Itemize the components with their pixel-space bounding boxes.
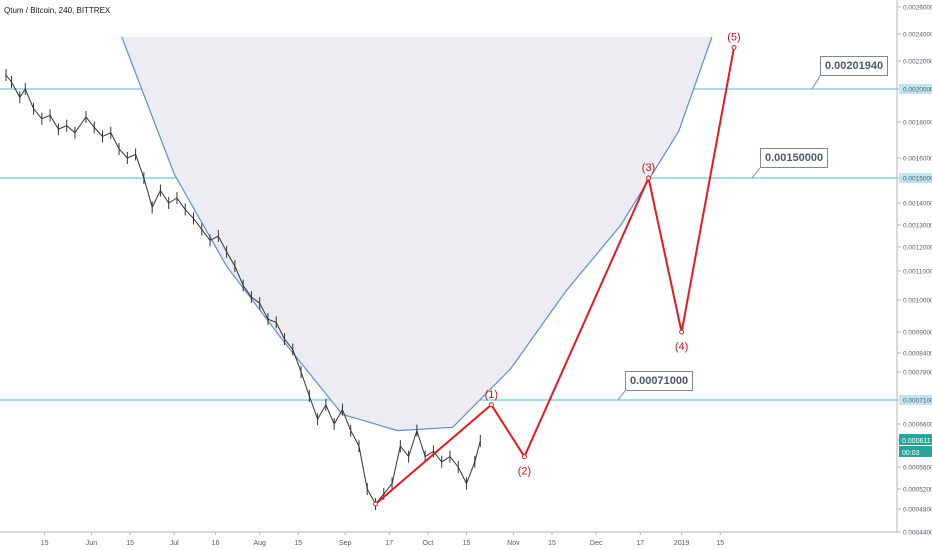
wave-point[interactable]	[373, 501, 379, 507]
x-tick-label: 15	[548, 540, 556, 547]
callout-pointer	[617, 390, 626, 401]
wave-point[interactable]	[731, 45, 737, 50]
wave-label: (4)	[675, 341, 688, 353]
y-tick-label: 0.00048000	[903, 507, 932, 514]
wave-projection-line[interactable]	[374, 47, 735, 505]
x-tick-label: 17	[385, 540, 393, 547]
wave-point[interactable]	[521, 454, 527, 460]
y-tick-label: 0.00200000	[903, 87, 932, 94]
x-tick-label: 15	[126, 540, 134, 547]
y-tick-label: 0.00044000	[903, 530, 932, 537]
level-callout-middle[interactable]: 0.00150000	[760, 148, 829, 168]
y-tick-label: 0.00052000	[903, 487, 932, 494]
wave-label: (1)	[485, 389, 498, 401]
y-tick-label: 0.00090000	[903, 330, 932, 337]
x-tick-label: Sep	[339, 540, 352, 547]
y-tick-label: 0.00100000	[903, 298, 932, 305]
y-tick-label: 0.00066000	[903, 422, 932, 429]
y-tick-label: 0.00130000	[903, 223, 932, 230]
price-series-line	[5, 74, 481, 505]
countdown-label: 00:03	[902, 450, 920, 457]
wave-label: (5)	[727, 32, 740, 44]
x-tick-label: 16	[212, 540, 220, 547]
x-tick-label: 15	[41, 540, 49, 547]
level-price-badge	[899, 395, 932, 405]
y-tick-label: 0.00084000	[903, 351, 932, 358]
y-tick-label: 0.00260000	[903, 5, 932, 12]
y-tick-label: 0.00150000	[903, 176, 932, 183]
y-tick-label: 0.00140000	[903, 201, 932, 208]
cup-fill	[121, 37, 712, 431]
level-callout-lower[interactable]: 0.00071000	[625, 371, 694, 391]
x-tick-label: 17	[636, 540, 644, 547]
y-tick-label: 0.00078000	[903, 370, 932, 377]
callout-pointer	[751, 167, 761, 179]
y-tick-label: 0.00240000	[903, 32, 932, 39]
y-tick-label: 0.00180000	[903, 120, 932, 127]
x-tick-label: 15	[716, 540, 724, 547]
level-price-badge	[899, 84, 932, 94]
y-tick-label: 0.00056000	[903, 465, 932, 472]
current-price-label: 0.00061179	[902, 438, 932, 445]
x-tick-label: Dec	[590, 540, 603, 547]
x-tick-label: Aug	[253, 540, 266, 547]
x-tick-label: Jun	[86, 540, 97, 547]
countdown-badge	[899, 446, 932, 457]
callout-pointer	[811, 75, 821, 90]
y-tick-label: 0.00220000	[903, 59, 932, 66]
x-tick-label: 15	[294, 540, 302, 547]
x-tick-label: Nov	[507, 540, 520, 547]
wave-point[interactable]	[679, 329, 685, 335]
x-tick-label: 15	[463, 540, 471, 547]
level-price-badge	[899, 173, 932, 183]
cup-curve-line[interactable]	[121, 36, 713, 432]
x-tick-label: 2019	[674, 540, 690, 547]
y-tick-label: 0.00120000	[903, 245, 932, 252]
level-callout-upper[interactable]: 0.00201940	[820, 56, 889, 76]
wave-point[interactable]	[488, 402, 494, 408]
chart-title: Qtum / Bitcoin, 240, BITTREX	[4, 6, 111, 15]
x-tick-label: Oct	[422, 540, 433, 547]
wave-point[interactable]	[646, 175, 652, 181]
wave-label: (3)	[642, 162, 655, 174]
current-price-badge	[899, 434, 932, 445]
y-tick-label: 0.00071000	[903, 398, 932, 405]
x-tick-label: Jul	[170, 540, 179, 547]
wave-label: (2)	[518, 466, 531, 478]
y-tick-label: 0.00160000	[903, 156, 932, 163]
